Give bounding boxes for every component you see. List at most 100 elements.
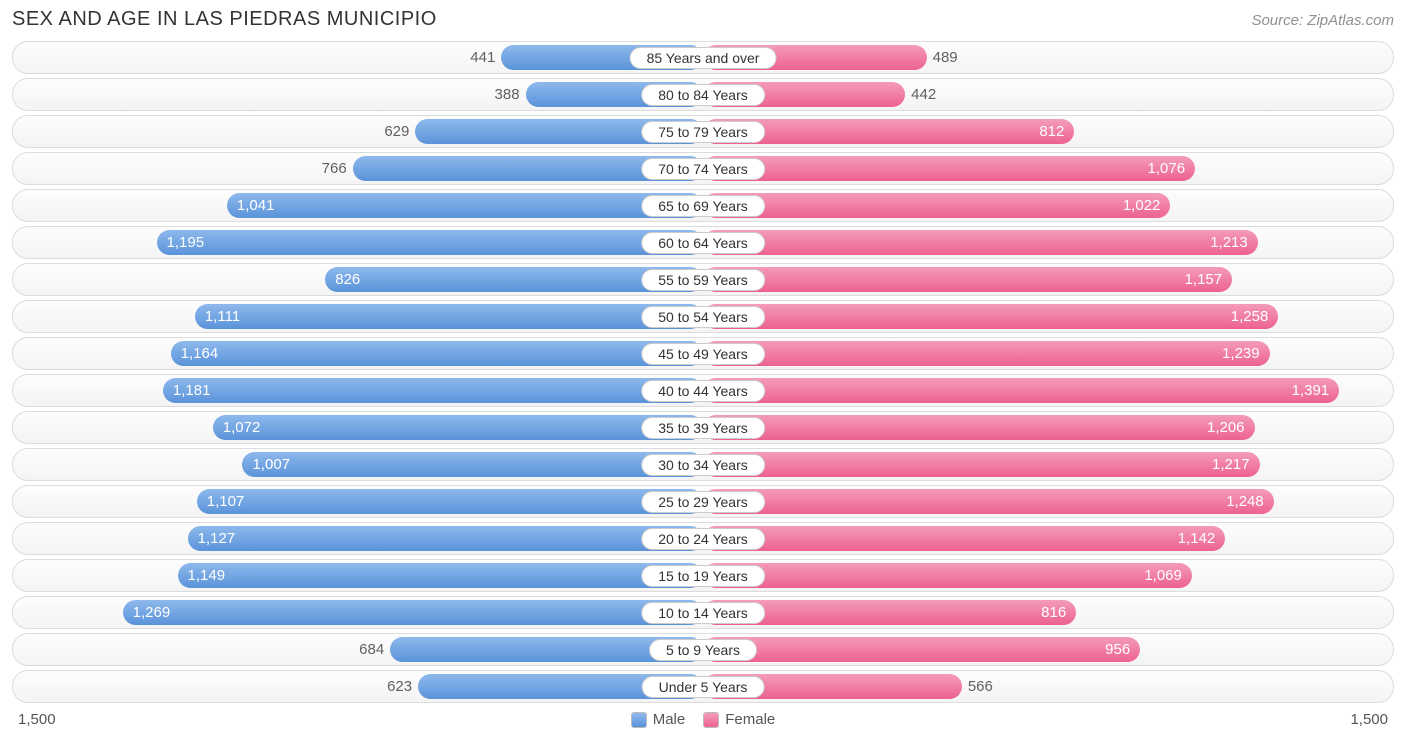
female-side: 1,022 bbox=[703, 193, 1389, 218]
female-bar: 1,258 bbox=[703, 304, 1278, 329]
female-side: 1,258 bbox=[703, 304, 1389, 329]
age-label: 35 to 39 Years bbox=[641, 417, 765, 439]
male-side: 388 bbox=[17, 82, 703, 107]
female-swatch-icon bbox=[703, 712, 719, 728]
female-value: 956 bbox=[1095, 641, 1140, 658]
age-label: 50 to 54 Years bbox=[641, 306, 765, 328]
female-value: 1,248 bbox=[1216, 493, 1274, 510]
female-value: 489 bbox=[927, 49, 964, 66]
pyramid-row: 1,107 25 to 29 Years 1,248 bbox=[12, 485, 1394, 518]
age-label: 65 to 69 Years bbox=[641, 195, 765, 217]
male-side: 684 bbox=[17, 637, 703, 662]
male-side: 1,072 bbox=[17, 415, 703, 440]
pyramid-row: 1,007 30 to 34 Years1,217 bbox=[12, 448, 1394, 481]
male-value: 1,195 bbox=[157, 234, 215, 251]
female-side: 1,157 bbox=[703, 267, 1389, 292]
male-side: 1,164 bbox=[17, 341, 703, 366]
male-side: 441 bbox=[17, 45, 703, 70]
female-value: 1,391 bbox=[1282, 382, 1340, 399]
pyramid-row: 623Under 5 Years566 bbox=[12, 670, 1394, 703]
male-value: 1,149 bbox=[178, 567, 236, 584]
population-pyramid: 44185 Years and over489 38880 to 84 Years… bbox=[12, 41, 1394, 703]
legend-female: Female bbox=[703, 711, 775, 728]
pyramid-row: 1,041 65 to 69 Years1,022 bbox=[12, 189, 1394, 222]
male-bar: 1,181 bbox=[163, 378, 703, 403]
female-side: 489 bbox=[703, 45, 1389, 70]
male-value: 1,072 bbox=[213, 419, 271, 436]
pyramid-row: 826 55 to 59 Years 1,157 bbox=[12, 263, 1394, 296]
pyramid-row: 38880 to 84 Years 442 bbox=[12, 78, 1394, 111]
chart-header: SEX AND AGE IN LAS PIEDRAS MUNICIPIO Sou… bbox=[12, 8, 1394, 31]
male-side: 623 bbox=[17, 674, 703, 699]
female-value: 566 bbox=[962, 678, 999, 695]
female-side: 1,142 bbox=[703, 526, 1389, 551]
female-side: 566 bbox=[703, 674, 1389, 699]
age-label: 55 to 59 Years bbox=[641, 269, 765, 291]
male-value: 623 bbox=[381, 678, 418, 695]
pyramid-row: 1,16445 to 49 Years 1,239 bbox=[12, 337, 1394, 370]
female-side: 812 bbox=[703, 119, 1389, 144]
female-bar: 1,069 bbox=[703, 563, 1192, 588]
female-bar: 1,239 bbox=[703, 341, 1270, 366]
male-value: 1,007 bbox=[242, 456, 300, 473]
age-label: 25 to 29 Years bbox=[641, 491, 765, 513]
chart-footer: 1,500 Male Female 1,500 bbox=[12, 707, 1394, 728]
female-bar: 956 bbox=[703, 637, 1140, 662]
pyramid-row: 1,195 60 to 64 Years1,213 bbox=[12, 226, 1394, 259]
female-bar: 1,142 bbox=[703, 526, 1225, 551]
female-bar: 1,217 bbox=[703, 452, 1260, 477]
female-bar: 1,076 bbox=[703, 156, 1195, 181]
female-value: 1,157 bbox=[1175, 271, 1233, 288]
male-value: 1,127 bbox=[188, 530, 246, 547]
male-bar: 1,072 bbox=[213, 415, 703, 440]
male-value: 1,107 bbox=[197, 493, 255, 510]
age-label: 75 to 79 Years bbox=[641, 121, 765, 143]
female-bar: 1,213 bbox=[703, 230, 1258, 255]
age-label: 60 to 64 Years bbox=[641, 232, 765, 254]
male-side: 1,127 bbox=[17, 526, 703, 551]
female-side: 1,217 bbox=[703, 452, 1389, 477]
male-value: 1,041 bbox=[227, 197, 285, 214]
age-label: 45 to 49 Years bbox=[641, 343, 765, 365]
male-side: 1,111 bbox=[17, 304, 703, 329]
pyramid-row: 1,11150 to 54 Years1,258 bbox=[12, 300, 1394, 333]
female-bar: 1,248 bbox=[703, 489, 1274, 514]
female-bar: 1,391 bbox=[703, 378, 1339, 403]
male-bar: 1,107 bbox=[197, 489, 703, 514]
male-value: 826 bbox=[325, 271, 370, 288]
legend-male-label: Male bbox=[653, 711, 686, 728]
female-value: 1,239 bbox=[1212, 345, 1270, 362]
male-bar: 1,111 bbox=[195, 304, 703, 329]
pyramid-row: 1,14915 to 19 Years1,069 bbox=[12, 559, 1394, 592]
female-side: 1,076 bbox=[703, 156, 1389, 181]
female-value: 1,142 bbox=[1168, 530, 1226, 547]
female-bar: 1,157 bbox=[703, 267, 1232, 292]
male-side: 826 bbox=[17, 267, 703, 292]
legend-male: Male bbox=[631, 711, 686, 728]
male-bar: 1,269 bbox=[123, 600, 703, 625]
male-side: 1,195 bbox=[17, 230, 703, 255]
pyramid-row: 6845 to 9 Years956 bbox=[12, 633, 1394, 666]
male-value: 1,181 bbox=[163, 382, 221, 399]
female-value: 1,076 bbox=[1138, 160, 1196, 177]
male-side: 1,269 bbox=[17, 600, 703, 625]
age-label: 30 to 34 Years bbox=[641, 454, 765, 476]
legend: Male Female bbox=[631, 711, 776, 728]
female-bar: 1,206 bbox=[703, 415, 1255, 440]
male-side: 1,007 bbox=[17, 452, 703, 477]
male-side: 629 bbox=[17, 119, 703, 144]
female-value: 816 bbox=[1031, 604, 1076, 621]
female-value: 442 bbox=[905, 86, 942, 103]
male-bar: 1,127 bbox=[188, 526, 703, 551]
female-side: 1,239 bbox=[703, 341, 1389, 366]
female-bar: 1,022 bbox=[703, 193, 1170, 218]
male-bar: 1,007 bbox=[242, 452, 703, 477]
female-side: 1,069 bbox=[703, 563, 1389, 588]
female-side: 956 bbox=[703, 637, 1389, 662]
age-label: 80 to 84 Years bbox=[641, 84, 765, 106]
female-side: 816 bbox=[703, 600, 1389, 625]
male-side: 766 bbox=[17, 156, 703, 181]
male-side: 1,149 bbox=[17, 563, 703, 588]
pyramid-row: 44185 Years and over489 bbox=[12, 41, 1394, 74]
male-swatch-icon bbox=[631, 712, 647, 728]
